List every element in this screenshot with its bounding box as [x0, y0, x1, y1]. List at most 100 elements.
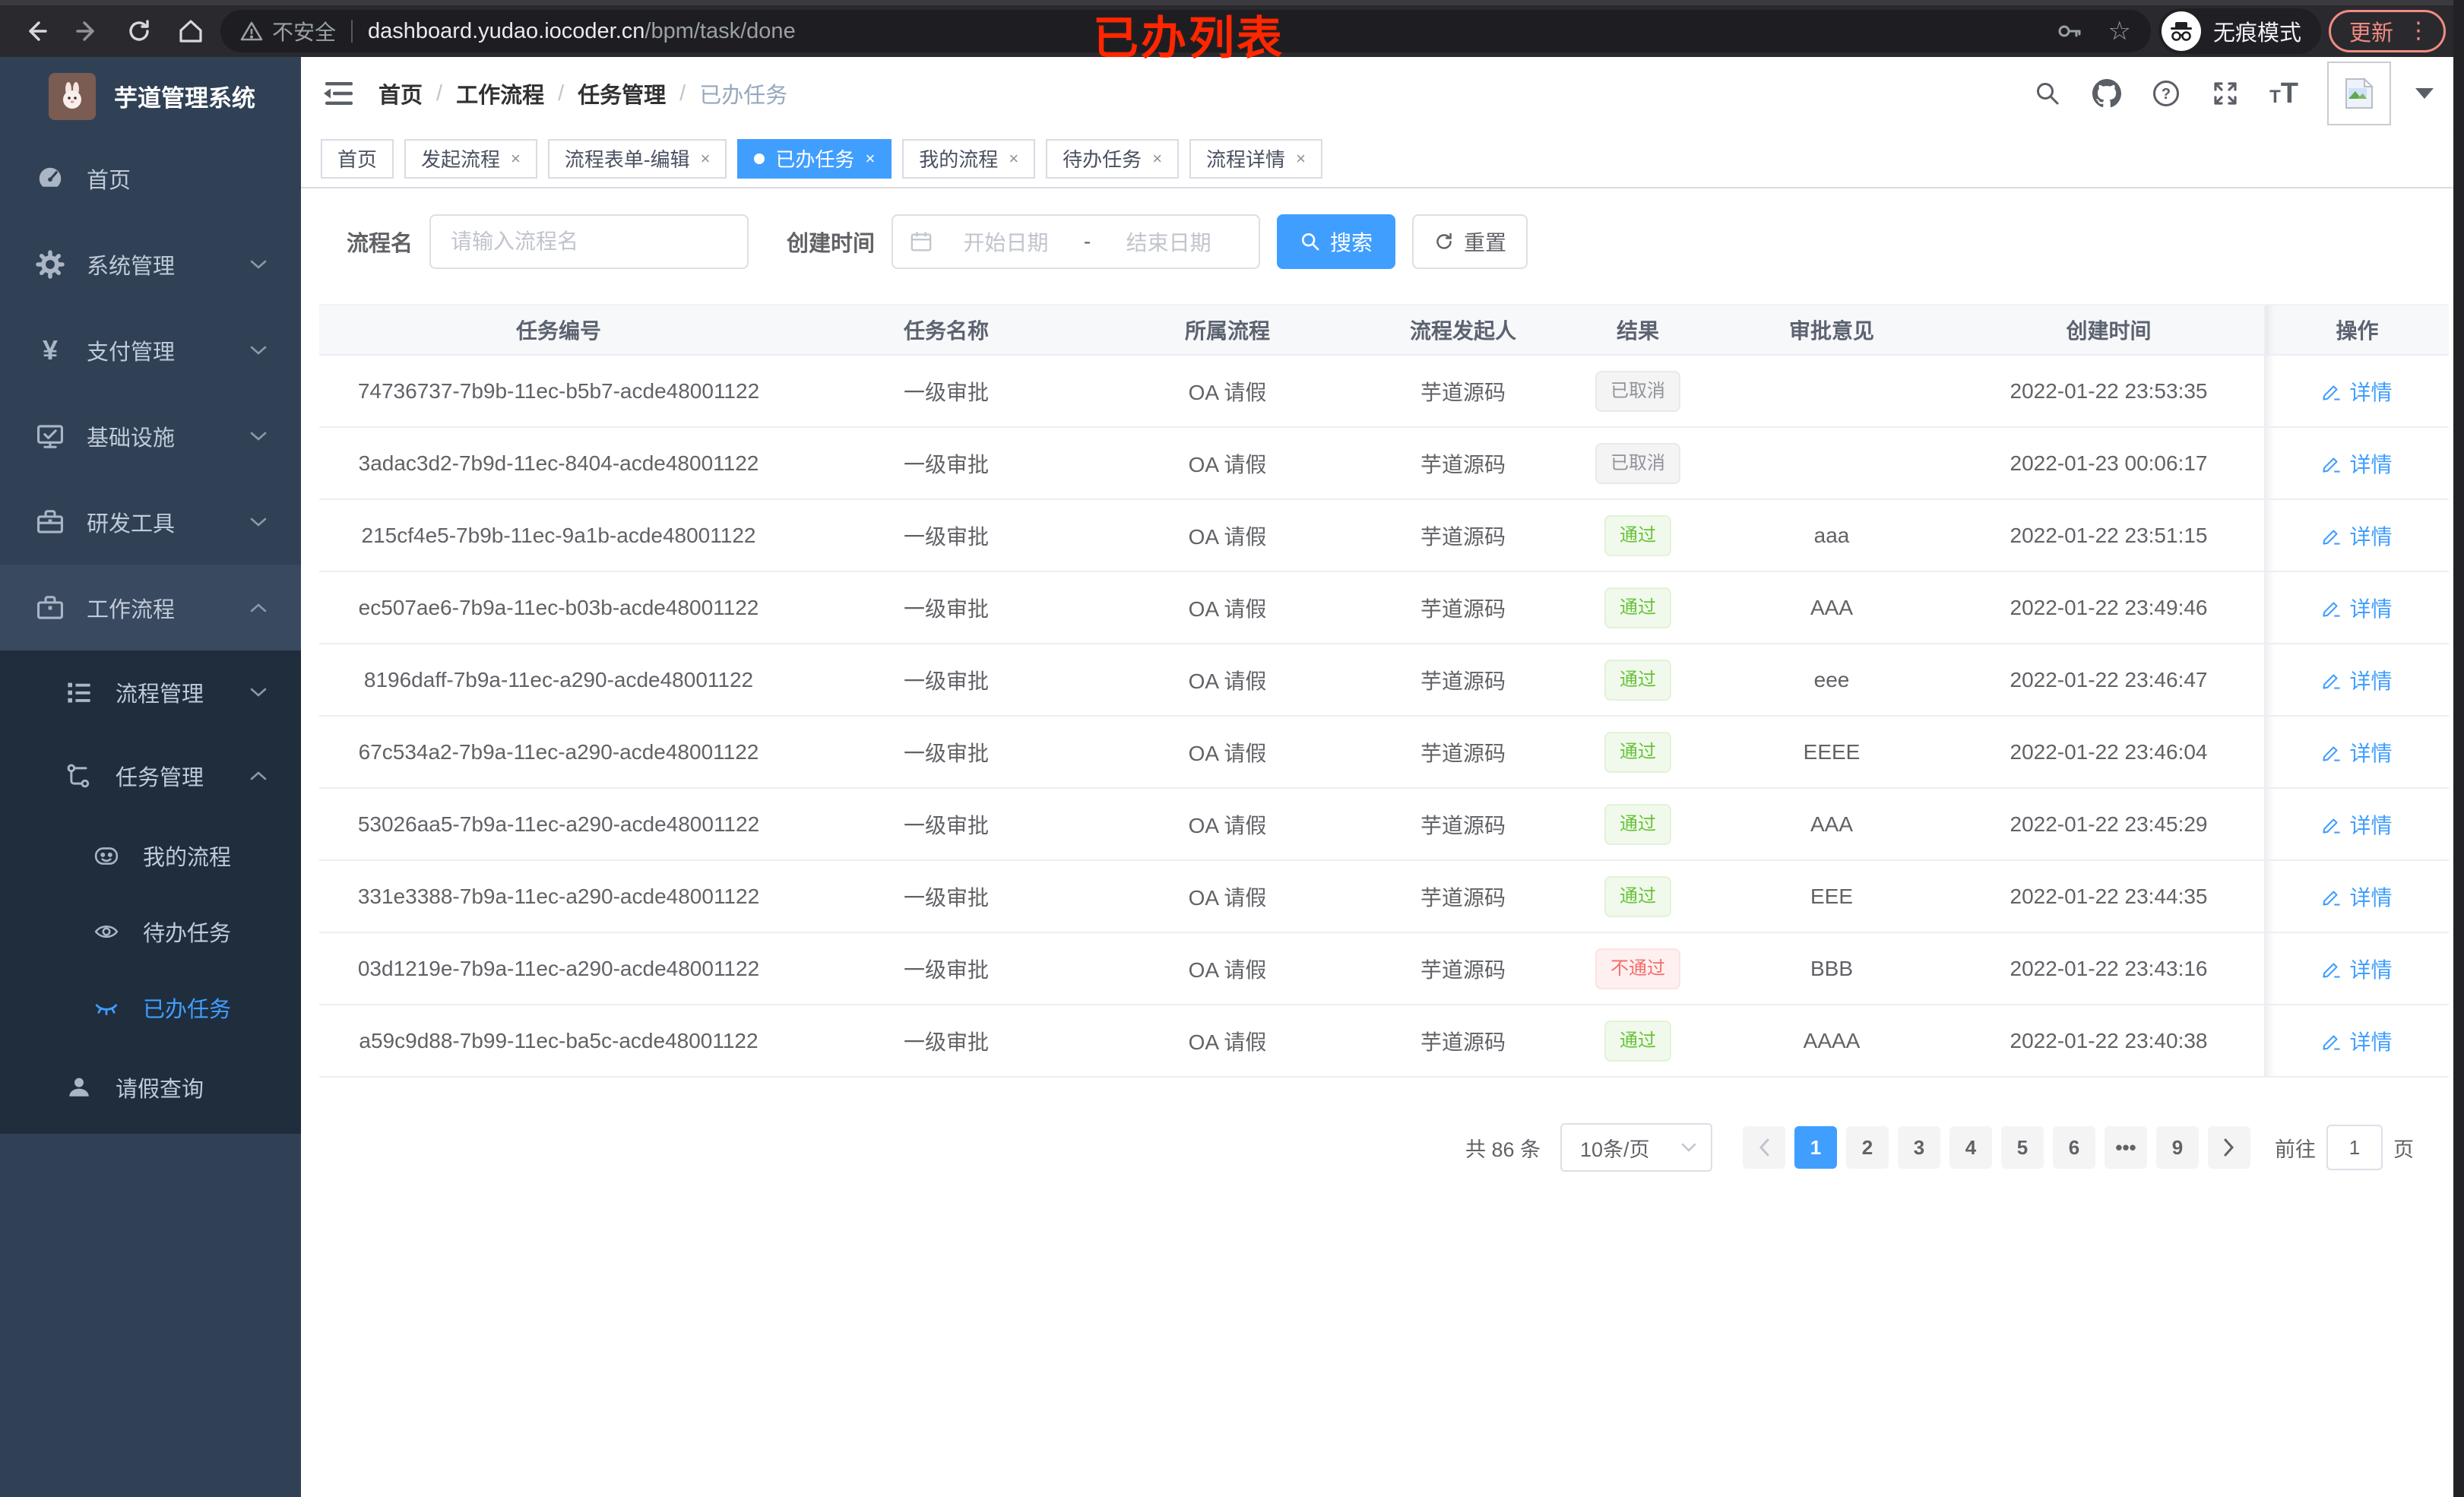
- sidebar-item-todo-tasks[interactable]: 待办任务: [0, 894, 301, 970]
- detail-link[interactable]: 详情: [2322, 737, 2393, 767]
- search-button[interactable]: 搜索: [1277, 214, 1396, 269]
- more-pages-button[interactable]: •••: [2105, 1126, 2147, 1169]
- result-badge: 不通过: [1595, 948, 1680, 989]
- process-name: OA 请假: [1094, 788, 1360, 861]
- tab-start-process[interactable]: 发起流程 ×: [404, 138, 537, 179]
- sidebar-item-infrastructure[interactable]: 基础设施: [0, 393, 301, 479]
- detail-label: 详情: [2349, 957, 2393, 982]
- page-button-4[interactable]: 4: [1949, 1126, 1992, 1169]
- avatar[interactable]: [2327, 62, 2391, 125]
- browser-forward-button[interactable]: [65, 11, 109, 51]
- browser-home-button[interactable]: [169, 11, 213, 51]
- page-size-select[interactable]: 10条/页: [1560, 1123, 1712, 1172]
- tab-label: 首页: [337, 148, 378, 171]
- bookmark-star-icon[interactable]: ☆: [2108, 17, 2131, 46]
- created-time: 2022-01-22 23:43:16: [1953, 932, 2265, 1005]
- detail-link[interactable]: 详情: [2322, 881, 2393, 912]
- sidebar-item-workflow[interactable]: 工作流程: [0, 565, 301, 650]
- detail-label: 详情: [2349, 597, 2393, 621]
- edit-pencil-icon: [2323, 890, 2341, 906]
- detail-label: 详情: [2349, 813, 2393, 837]
- sidebar-item-label: 基础设施: [87, 426, 176, 451]
- sidebar-item-done-tasks[interactable]: 已办任务: [0, 970, 301, 1046]
- detail-link[interactable]: 详情: [2322, 809, 2393, 840]
- password-key-icon[interactable]: [2056, 18, 2082, 44]
- breadcrumb-task-management[interactable]: 任务管理: [578, 84, 667, 108]
- avatar-dropdown-caret[interactable]: [2415, 88, 2434, 99]
- table-row: a59c9d88-7b99-11ec-ba5c-acde48001122 一级审…: [319, 1005, 2449, 1078]
- created-time: 2022-01-22 23:40:38: [1953, 1005, 2265, 1078]
- tab-label: 发起流程: [421, 148, 501, 171]
- breadcrumb-separator: /: [436, 81, 443, 106]
- sidebar-item-leave-query[interactable]: 请假查询: [0, 1046, 301, 1129]
- update-button[interactable]: 更新 ⋮: [2328, 10, 2446, 52]
- reset-button[interactable]: 重置: [1412, 214, 1528, 269]
- page-button-3[interactable]: 3: [1898, 1126, 1940, 1169]
- result-badge: 通过: [1604, 803, 1671, 845]
- app-logo-row[interactable]: 芋道管理系统: [0, 57, 301, 135]
- goto-page-input[interactable]: [2326, 1125, 2383, 1170]
- breadcrumb-current: 已办任务: [699, 84, 788, 108]
- sidebar-item-payment[interactable]: ¥ 支付管理: [0, 307, 301, 393]
- search-icon: [1301, 233, 1319, 251]
- browser-reload-button[interactable]: [117, 11, 161, 51]
- sidebar-collapse-button[interactable]: [321, 75, 357, 112]
- close-icon[interactable]: ×: [865, 148, 876, 168]
- close-icon[interactable]: ×: [1152, 148, 1163, 168]
- detail-link[interactable]: 详情: [2322, 593, 2393, 623]
- sidebar-item-home[interactable]: 首页: [0, 135, 301, 221]
- process-name-input[interactable]: [429, 214, 749, 269]
- close-icon[interactable]: ×: [1296, 148, 1306, 168]
- sidebar-item-task-management[interactable]: 任务管理: [0, 734, 301, 818]
- font-size-icon[interactable]: TT: [2269, 77, 2298, 109]
- detail-link[interactable]: 详情: [2322, 665, 2393, 695]
- prev-page-button[interactable]: [1743, 1126, 1785, 1169]
- detail-link[interactable]: 详情: [2322, 448, 2393, 479]
- search-icon[interactable]: [2032, 78, 2063, 109]
- tab-form-edit[interactable]: 流程表单-编辑 ×: [547, 138, 727, 179]
- detail-link[interactable]: 详情: [2322, 954, 2393, 984]
- detail-link[interactable]: 详情: [2322, 1026, 2393, 1056]
- fullscreen-icon[interactable]: [2210, 78, 2241, 109]
- edit-pencil-icon: [2323, 962, 2341, 978]
- sidebar-item-dev-tools[interactable]: 研发工具: [0, 479, 301, 565]
- comment: [1710, 355, 1953, 428]
- tab-process-detail[interactable]: 流程详情 ×: [1189, 138, 1322, 179]
- col-actions: 操作: [2264, 304, 2449, 356]
- tab-todo-tasks[interactable]: 待办任务 ×: [1046, 138, 1180, 179]
- close-icon[interactable]: ×: [511, 148, 521, 168]
- detail-link[interactable]: 详情: [2322, 521, 2393, 551]
- browser-menu-icon[interactable]: ⋮: [2407, 18, 2430, 43]
- starter: 芋道源码: [1360, 860, 1566, 933]
- col-task-name: 任务名称: [798, 304, 1094, 356]
- page-button-2[interactable]: 2: [1846, 1126, 1889, 1169]
- calendar-icon: [911, 232, 932, 252]
- breadcrumb-workflow[interactable]: 工作流程: [456, 84, 545, 108]
- page-button-6[interactable]: 6: [2053, 1126, 2095, 1169]
- close-icon[interactable]: ×: [1009, 148, 1019, 168]
- address-bar[interactable]: 不安全 dashboard.yudao.iocoder.cn/bpm/task/…: [220, 10, 2151, 52]
- task-name: 一级审批: [798, 355, 1094, 428]
- browser-back-button[interactable]: [14, 11, 58, 51]
- detail-link[interactable]: 详情: [2322, 376, 2393, 407]
- github-icon[interactable]: [2092, 78, 2122, 109]
- next-page-button[interactable]: [2208, 1126, 2250, 1169]
- tab-my-processes[interactable]: 我的流程 ×: [902, 138, 1036, 179]
- page-button-9[interactable]: 9: [2156, 1126, 2199, 1169]
- sidebar-item-my-processes[interactable]: 我的流程: [0, 818, 301, 894]
- eye-icon: [91, 916, 122, 947]
- date-range-picker[interactable]: 开始日期 - 结束日期: [892, 214, 1261, 269]
- help-icon[interactable]: ?: [2151, 78, 2181, 109]
- close-icon[interactable]: ×: [700, 148, 711, 168]
- sidebar-item-process-management[interactable]: 流程管理: [0, 650, 301, 734]
- browser-scrollbar[interactable]: [2453, 0, 2464, 1497]
- tab-done-tasks[interactable]: 已办任务 ×: [737, 138, 892, 179]
- task-id: 3adac3d2-7b9d-11ec-8404-acde48001122: [319, 427, 798, 500]
- breadcrumb-home[interactable]: 首页: [378, 84, 423, 108]
- page-button-5[interactable]: 5: [2001, 1126, 2044, 1169]
- address-bar-actions: ☆: [2056, 17, 2131, 46]
- page-button-1[interactable]: 1: [1794, 1126, 1837, 1169]
- created-time: 2022-01-23 00:06:17: [1953, 427, 2265, 500]
- tab-home[interactable]: 首页: [321, 138, 394, 179]
- sidebar-item-system[interactable]: 系统管理: [0, 221, 301, 307]
